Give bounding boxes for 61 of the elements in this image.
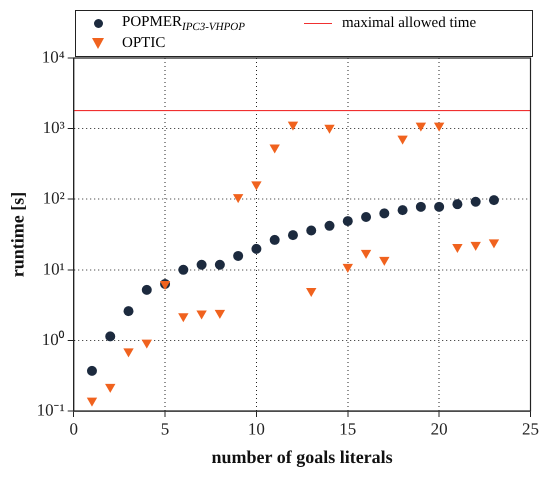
y-tick-label: 10² bbox=[42, 188, 65, 208]
x-tick-label: 20 bbox=[430, 420, 448, 439]
point bbox=[470, 196, 481, 207]
point bbox=[233, 250, 244, 261]
point bbox=[397, 136, 408, 145]
point bbox=[416, 122, 426, 132]
point bbox=[196, 310, 207, 320]
point bbox=[379, 256, 390, 266]
point bbox=[196, 260, 207, 270]
point bbox=[324, 124, 335, 134]
x-tick-label: 0 bbox=[69, 420, 78, 439]
point bbox=[360, 250, 372, 259]
x-tick-label: 5 bbox=[160, 420, 170, 439]
point bbox=[269, 144, 280, 154]
x-tick-label: 15 bbox=[339, 420, 356, 439]
y-tick-label: 10³ bbox=[42, 118, 65, 138]
point bbox=[86, 366, 97, 376]
point bbox=[306, 226, 316, 236]
legend-label: maximal allowed time bbox=[342, 14, 476, 32]
y-tick-label: 10¹ bbox=[42, 259, 65, 278]
point bbox=[488, 239, 500, 248]
point bbox=[306, 288, 316, 298]
point bbox=[288, 122, 298, 131]
legend-label: POPMER$_{IPC3-VHPOP}$ bbox=[122, 14, 245, 33]
point bbox=[251, 244, 262, 254]
x-axis-title: number of goals literals bbox=[212, 446, 393, 467]
point bbox=[232, 194, 244, 204]
y-tick-label: 10⁴ bbox=[42, 47, 65, 66]
point bbox=[470, 242, 481, 251]
x-tick-label: 10 bbox=[248, 420, 265, 439]
point bbox=[251, 181, 262, 190]
point bbox=[270, 234, 280, 245]
y-axis-title: runtime [s] bbox=[7, 192, 28, 278]
point bbox=[178, 264, 188, 275]
y-tick-label: 10⁰ bbox=[42, 330, 65, 349]
point bbox=[86, 398, 98, 407]
point bbox=[178, 313, 189, 322]
point bbox=[105, 384, 116, 393]
point bbox=[434, 122, 444, 132]
point bbox=[452, 244, 463, 254]
y-tick-label: 10⁻¹ bbox=[36, 400, 65, 420]
point bbox=[342, 216, 353, 226]
point bbox=[434, 202, 444, 212]
point bbox=[324, 220, 335, 231]
legend-label: OPTIC bbox=[122, 35, 166, 52]
point bbox=[288, 230, 298, 240]
point bbox=[124, 306, 134, 316]
point bbox=[361, 212, 372, 222]
point bbox=[398, 205, 408, 216]
point bbox=[105, 331, 116, 342]
point bbox=[142, 284, 152, 295]
point bbox=[379, 208, 390, 218]
point bbox=[123, 348, 134, 358]
point bbox=[214, 310, 226, 319]
point bbox=[342, 264, 353, 273]
x-tick-label: 25 bbox=[522, 420, 539, 439]
point bbox=[142, 340, 152, 349]
point bbox=[488, 195, 499, 206]
point bbox=[214, 260, 225, 270]
point bbox=[452, 199, 462, 210]
point bbox=[416, 202, 426, 212]
